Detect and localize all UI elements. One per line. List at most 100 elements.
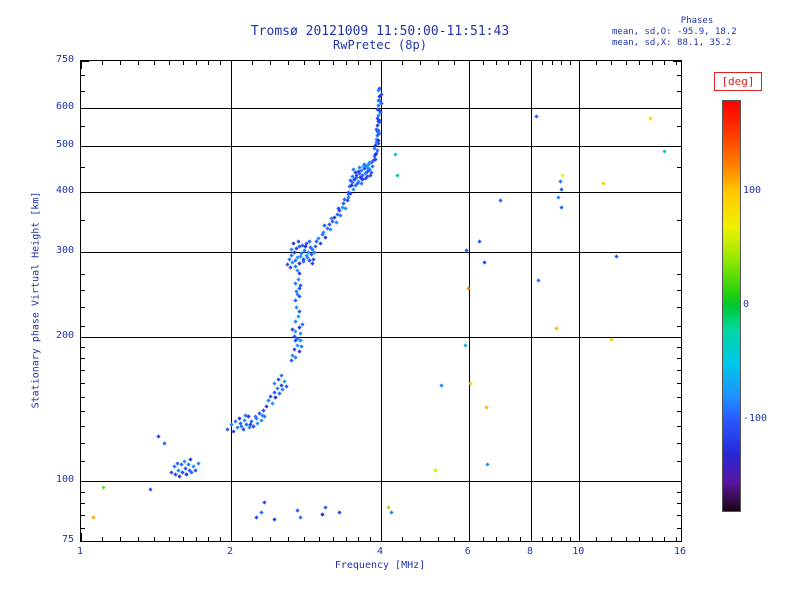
vertical-gridline	[381, 61, 382, 541]
data-point	[188, 457, 193, 462]
data-point	[536, 278, 542, 283]
x-major-tick	[681, 533, 682, 541]
phase-stats: Phases mean, sd,O: -95.9, 18.2 mean, sd,…	[612, 16, 782, 49]
x-minor-tick	[570, 537, 572, 541]
y-major-tick	[673, 541, 681, 542]
y-tick-label: 200	[55, 329, 74, 341]
x-minor-tick	[358, 537, 360, 541]
y-tick-label: 300	[55, 245, 74, 256]
x-minor-tick	[332, 537, 334, 541]
x-minor-tick	[287, 61, 289, 65]
y-minor-tick	[81, 273, 85, 275]
y-major-tick	[673, 252, 681, 253]
data-point	[318, 241, 323, 246]
y-minor-tick	[81, 527, 85, 529]
x-major-tick	[381, 533, 382, 541]
x-tick-label: 8	[526, 546, 534, 557]
x-minor-tick	[101, 61, 103, 65]
x-minor-tick	[652, 61, 654, 65]
y-minor-tick	[81, 443, 85, 445]
y-tick-label: 400	[55, 185, 74, 197]
data-point	[328, 227, 333, 232]
x-minor-tick	[541, 537, 543, 541]
y-minor-tick	[677, 90, 681, 92]
data-point	[296, 239, 301, 244]
data-point	[177, 474, 183, 480]
data-point	[373, 157, 378, 162]
x-minor-tick	[369, 537, 371, 541]
data-point	[556, 195, 561, 200]
y-minor-tick	[677, 219, 681, 221]
data-point	[482, 260, 487, 265]
colorbar-title: [deg]	[714, 72, 762, 91]
data-point	[343, 206, 348, 211]
vertical-gridline	[231, 61, 232, 541]
x-minor-tick	[482, 537, 484, 541]
x-minor-tick	[137, 537, 139, 541]
y-major-tick	[673, 481, 681, 483]
data-point	[359, 181, 364, 186]
phase-stats-x-mode: mean, sd,X: 88.1, 35.2	[612, 38, 732, 48]
x-minor-tick	[332, 61, 334, 65]
data-point	[466, 286, 471, 291]
data-point	[498, 197, 503, 203]
y-minor-tick	[677, 396, 681, 398]
data-point	[316, 236, 321, 241]
chart-title: Tromsø 20121009 11:50:00-11:51:43	[250, 24, 510, 39]
data-point	[601, 181, 606, 186]
data-point	[296, 277, 301, 282]
data-point	[179, 462, 184, 468]
y-minor-tick	[81, 370, 85, 372]
y-minor-tick	[81, 502, 85, 504]
data-point	[338, 213, 343, 218]
x-minor-tick	[208, 537, 210, 541]
y-major-tick	[81, 107, 89, 109]
x-minor-tick	[664, 537, 666, 541]
data-point	[271, 390, 277, 395]
data-point	[297, 294, 302, 299]
data-point	[101, 485, 106, 490]
data-point	[254, 515, 259, 520]
phase-stats-o-mode: mean, sd,O: -95.9, 18.2	[612, 27, 737, 37]
x-minor-tick	[219, 61, 221, 65]
y-major-tick	[81, 336, 89, 338]
y-tick-label: 600	[55, 100, 74, 112]
x-major-tick	[531, 533, 532, 541]
data-point	[288, 358, 294, 363]
colorbar	[722, 100, 741, 512]
y-minor-tick	[677, 514, 681, 516]
data-point	[609, 337, 614, 342]
y-tick-label: 100	[55, 474, 74, 486]
x-tick-label: 1	[76, 546, 84, 557]
data-point	[293, 319, 299, 324]
y-minor-tick	[81, 167, 85, 169]
x-minor-tick	[287, 537, 289, 541]
x-minor-tick	[570, 61, 572, 65]
vertical-gridline	[531, 61, 532, 541]
x-minor-tick	[519, 61, 521, 65]
y-minor-tick	[677, 75, 681, 77]
data-point	[389, 510, 394, 515]
x-minor-tick	[101, 537, 103, 541]
x-minor-tick	[318, 61, 320, 65]
data-point	[554, 326, 559, 331]
x-minor-tick	[401, 537, 403, 541]
data-point	[433, 468, 438, 473]
colorbar-tick-label: -100	[743, 412, 768, 424]
data-point	[283, 384, 289, 390]
horizontal-gridline	[81, 252, 681, 253]
colorbar-tick-label: 100	[743, 185, 762, 197]
data-point	[333, 220, 339, 225]
data-point	[172, 464, 177, 470]
y-minor-tick	[81, 75, 85, 77]
y-minor-tick	[677, 527, 681, 529]
data-point	[264, 404, 269, 409]
y-axis-label: Stationary phase Virtual Height [km]	[30, 191, 42, 409]
x-minor-tick	[639, 61, 641, 65]
data-point	[276, 377, 281, 382]
plot-area	[80, 60, 682, 542]
y-minor-tick	[677, 326, 681, 328]
y-major-tick	[673, 192, 681, 194]
y-minor-tick	[81, 410, 85, 412]
horizontal-gridline	[81, 107, 681, 109]
